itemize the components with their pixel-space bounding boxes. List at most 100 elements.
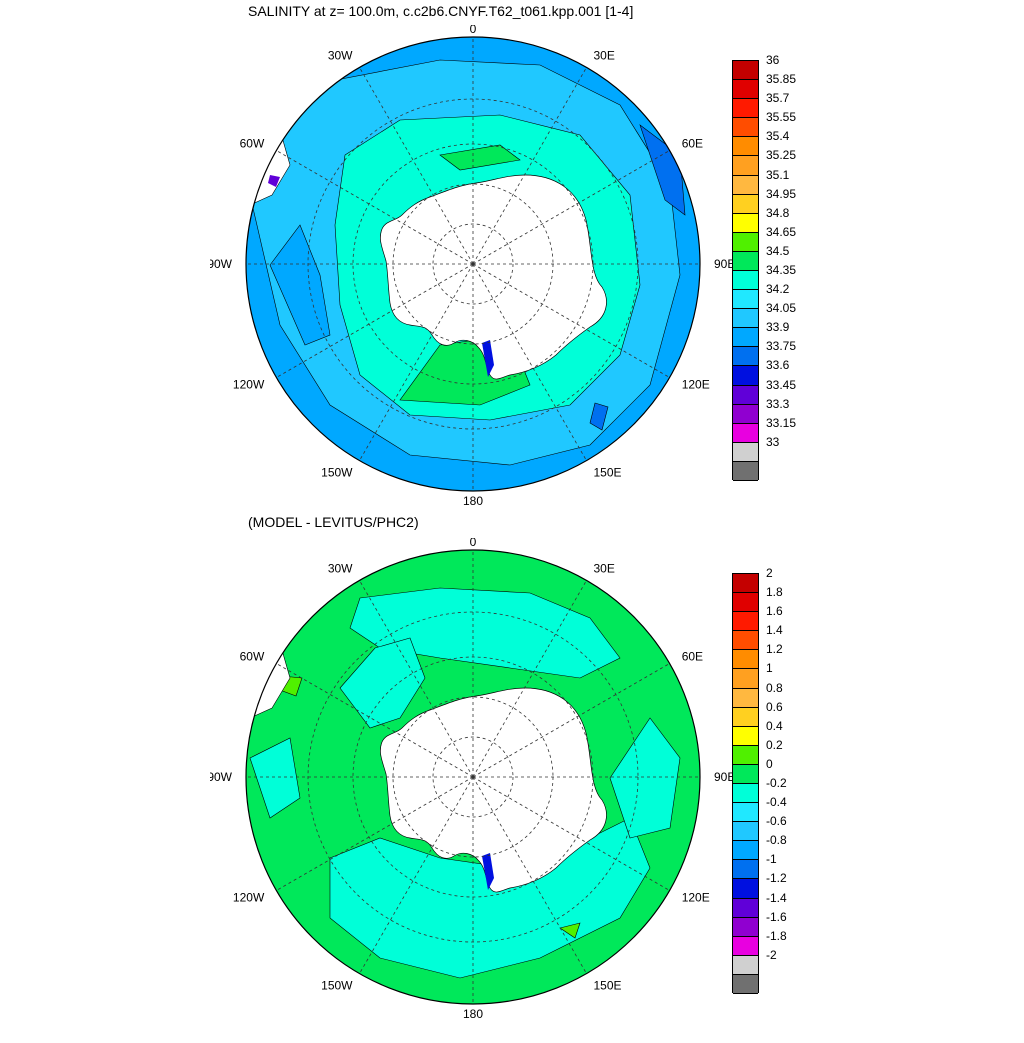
colorbar-label: 1.2 <box>766 642 783 657</box>
colorbar-label: -0.2 <box>766 776 787 790</box>
colorbar-label: -0.6 <box>766 814 787 829</box>
colorbar-swatch <box>733 99 758 119</box>
weddell-shelf-band <box>439 144 521 171</box>
colorbar-swatch <box>733 366 758 386</box>
colorbar-swatch <box>733 213 758 233</box>
latitude-circle <box>432 223 514 305</box>
low-salinity-pool <box>269 224 331 346</box>
negative-anomaly-north <box>349 587 621 679</box>
meridian-line <box>472 663 670 778</box>
colorbar-label: 35.85 <box>766 72 797 87</box>
colorbar-label: 36 <box>766 53 780 67</box>
longitude-label: 120W <box>233 378 265 392</box>
colorbar-swatches <box>732 60 759 481</box>
colorbar-swatches <box>732 573 759 994</box>
longitude-label: 120W <box>233 891 265 905</box>
longitude-label: 60W <box>240 650 265 664</box>
colorbar-label: 33.3 <box>766 396 790 411</box>
meridian-line <box>472 776 587 974</box>
colorbar-swatch <box>733 726 758 746</box>
longitude-label: 60W <box>240 137 265 151</box>
longitude-label: 180 <box>463 494 483 508</box>
longitude-label: 120E <box>682 378 710 392</box>
colorbar-swatch <box>733 423 758 443</box>
colorbar-label: 34.95 <box>766 186 797 201</box>
longitude-label: 150W <box>321 979 353 993</box>
colorbar-swatch <box>733 936 758 956</box>
map-boundary <box>245 36 701 492</box>
weddell-negative-anomaly <box>339 637 426 729</box>
colorbar-label: 34.35 <box>766 263 797 277</box>
colorbar-swatch <box>733 631 758 651</box>
colorbar-label: -1.8 <box>766 928 787 943</box>
map-boundary <box>245 549 701 1005</box>
colorbar-swatch <box>733 841 758 861</box>
longitude-label: 150E <box>594 979 622 993</box>
ross-coast-fresh-patch <box>482 853 494 890</box>
salinity-colorbar: 36 35.85 35.7 35.55 35.4 35.25 35.1 34.95 34.8 34… <box>730 53 810 481</box>
colorbar-swatch <box>733 461 758 481</box>
colorbar-label: 35.25 <box>766 148 797 163</box>
meridian-line <box>276 663 474 778</box>
colorbar-label: 1.6 <box>766 604 783 619</box>
negative-anomaly-east <box>609 717 681 839</box>
colorbar-label: 35.1 <box>766 167 790 182</box>
colorbar-label: -2 <box>766 947 777 962</box>
difference-map-title: (MODEL - LEVITUS/PHC2) <box>248 514 419 530</box>
meridian-line <box>472 263 587 461</box>
colorbar-label: 33.45 <box>766 377 797 392</box>
longitude-label: 120E <box>682 891 710 905</box>
ross-coast-fresh-patch <box>482 340 494 377</box>
colorbar-swatch <box>733 803 758 823</box>
colorbar-swatch <box>733 137 758 157</box>
colorbar-swatch <box>733 80 758 100</box>
colorbar-swatch <box>733 347 758 367</box>
meridian-line <box>472 150 670 265</box>
colorbar-swatch <box>733 61 758 81</box>
colorbar-swatch <box>733 955 758 975</box>
longitude-label: 150E <box>594 466 622 480</box>
colorbar-swatch <box>733 574 758 594</box>
longitude-label: 30W <box>328 48 353 62</box>
colorbar-swatch <box>733 764 758 784</box>
meridian-line <box>359 263 474 461</box>
colorbar-swatch <box>733 271 758 291</box>
negative-anomaly-west <box>249 737 301 819</box>
colorbar-label: 34.2 <box>766 282 790 297</box>
colorbar-swatch <box>733 917 758 937</box>
colorbar-swatch <box>733 898 758 918</box>
colorbar-label: 35.4 <box>766 129 790 144</box>
colorbar-label: -0.4 <box>766 795 787 810</box>
colorbar-swatch <box>733 822 758 842</box>
colorbar-swatch <box>733 669 758 689</box>
latitude-circle <box>432 736 514 818</box>
colorbar-swatch <box>733 860 758 880</box>
colorbar-label: 1 <box>766 661 773 676</box>
colorbar-label: 33.6 <box>766 358 790 373</box>
colorbar-label: -1.6 <box>766 909 787 924</box>
colorbar-swatch <box>733 156 758 176</box>
longitude-label: 150W <box>321 466 353 480</box>
fresh-water-coastal-patch <box>268 175 280 187</box>
longitude-label: 90E <box>714 770 735 784</box>
map-title: SALINITY at z= 100.0m, c.c2b6.CNYF.T62_t… <box>248 3 634 19</box>
colorbar-swatch <box>733 688 758 708</box>
colorbar-label: 33.15 <box>766 415 797 430</box>
meridian-line <box>276 263 474 378</box>
antarctica-land <box>380 174 607 380</box>
meridian-line <box>472 776 670 891</box>
meridian-line <box>472 67 587 265</box>
colorbar-swatch <box>733 612 758 632</box>
meridian-line <box>359 67 474 265</box>
colorbar-swatch <box>733 404 758 424</box>
meridian-line <box>276 776 474 891</box>
colorbar-swatch <box>733 385 758 405</box>
colorbar-label: -1.4 <box>766 890 787 905</box>
longitude-label: 0 <box>470 25 477 36</box>
colorbar-label: 0.8 <box>766 680 783 695</box>
longitude-label: 90W <box>210 770 233 784</box>
meridian-line <box>359 580 474 778</box>
difference-colorbar: 2 1.8 1.6 1.4 1.2 1 0.8 0.6 0.4 0.2 0 -0.2 -0.4 -0.6 -… <box>730 566 810 994</box>
longitude-label: 60E <box>682 137 703 151</box>
meridian-line <box>472 263 670 378</box>
